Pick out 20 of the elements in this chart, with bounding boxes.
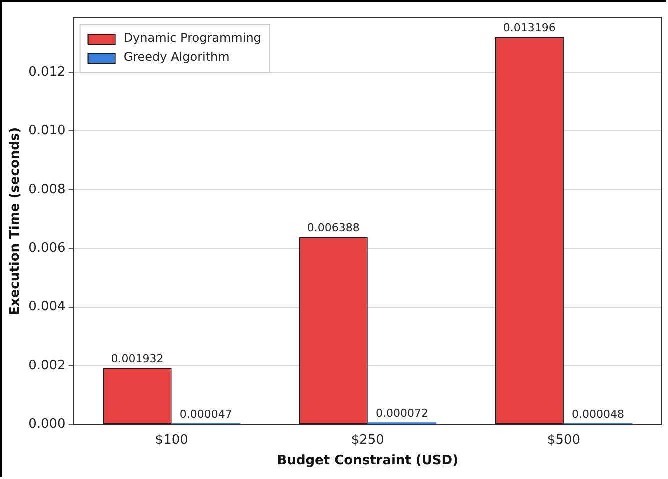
y-tick-label: 0.004 — [28, 300, 66, 315]
x-tick-label: $500 — [547, 432, 581, 448]
x-axis-title: Budget Constraint (USD) — [277, 454, 459, 469]
x-tick-label: $100 — [155, 432, 188, 448]
y-tick-label: 0.000 — [28, 417, 66, 432]
y-tick-label: 0.010 — [28, 124, 66, 139]
x-tick-label: $250 — [351, 432, 384, 448]
data-label: 0.006388 — [307, 222, 360, 235]
data-label: 0.000047 — [180, 408, 232, 421]
data-label: 0.000048 — [572, 408, 625, 421]
data-label: 0.001932 — [111, 352, 164, 366]
y-tick-label: 0.006 — [28, 241, 66, 256]
legend-label: Dynamic Programming — [124, 31, 262, 46]
data-label: 0.013196 — [503, 22, 556, 35]
y-axis-title: Execution Time (seconds) — [8, 127, 24, 316]
legend-label: Greedy Algorithm — [124, 50, 230, 64]
y-tick-label: 0.002 — [28, 358, 66, 374]
y-tick-label: 0.008 — [28, 182, 66, 198]
y-tick-label: 0.012 — [28, 64, 66, 80]
data-label: 0.000072 — [376, 407, 428, 420]
